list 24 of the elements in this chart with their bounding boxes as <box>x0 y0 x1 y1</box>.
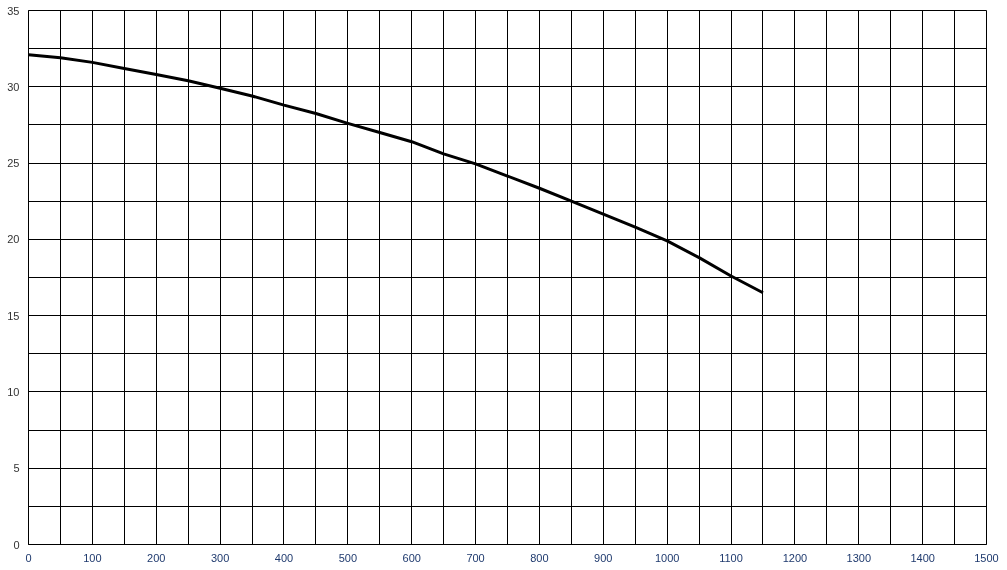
x-tick-label: 200 <box>147 551 166 564</box>
x-tick-label: 100 <box>83 551 102 564</box>
y-tick-label: 5 <box>13 462 20 475</box>
x-tick-label: 1500 <box>974 551 999 564</box>
x-tick-label: 500 <box>338 551 358 564</box>
x-tick-label: 0 <box>25 551 32 564</box>
y-tick-label: 30 <box>7 80 20 93</box>
y-tick-label: 15 <box>7 309 20 322</box>
x-tick-label: 1300 <box>846 551 872 564</box>
x-tick-label: 700 <box>466 551 485 564</box>
x-tick-label: 1400 <box>910 551 935 564</box>
x-tick-label: 1200 <box>782 551 808 564</box>
y-tick-label: 20 <box>7 233 20 246</box>
y-tick-label: 0 <box>13 538 20 551</box>
x-tick-label: 300 <box>210 551 230 564</box>
y-tick-label: 35 <box>7 4 20 17</box>
x-tick-label: 1100 <box>719 551 743 564</box>
x-tick-label: 1000 <box>654 551 680 564</box>
x-tick-label: 800 <box>530 551 549 564</box>
x-tick-label: 900 <box>594 551 613 564</box>
y-tick-label: 25 <box>7 157 20 170</box>
y-tick-label: 10 <box>7 385 20 398</box>
x-tick-label: 400 <box>274 551 294 564</box>
x-tick-label: 600 <box>402 551 421 564</box>
